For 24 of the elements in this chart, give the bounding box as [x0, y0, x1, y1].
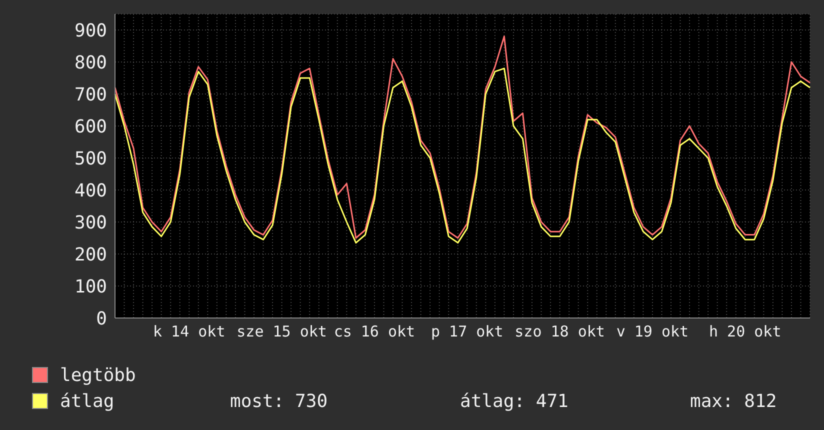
text: max: 812 — [690, 390, 778, 412]
y-tick-label: 900 — [74, 20, 107, 42]
y-tick-label: 800 — [74, 52, 107, 74]
line-series — [114, 68, 811, 244]
text: átlag: 471 — [460, 390, 570, 412]
x-tick-label: sze 15 okt — [236, 322, 327, 341]
y-tick-label: 300 — [74, 212, 107, 234]
x-tick-label: cs 16 okt — [334, 322, 416, 341]
y-tick-label: 400 — [74, 180, 107, 202]
y-tick-label: 600 — [74, 116, 107, 138]
y-tick-label: 500 — [74, 148, 107, 170]
legend-label: átlag — [60, 390, 116, 412]
legend-label: legtöbb — [60, 364, 137, 386]
y-tick-label: 0 — [96, 308, 107, 330]
x-tick-label: szo 18 okt — [514, 322, 605, 341]
y-tick-label: 200 — [74, 244, 107, 266]
x-tick-label: p 17 okt — [431, 322, 504, 341]
x-tick-label: h 20 okt — [709, 322, 782, 341]
text: most: 730 — [230, 390, 329, 412]
y-tick-label: 100 — [74, 276, 107, 298]
y-tick-label: 700 — [74, 84, 107, 106]
x-tick-label: v 19 okt — [616, 322, 689, 341]
line-series — [114, 36, 811, 239]
x-tick-label: k 14 okt — [153, 322, 226, 341]
